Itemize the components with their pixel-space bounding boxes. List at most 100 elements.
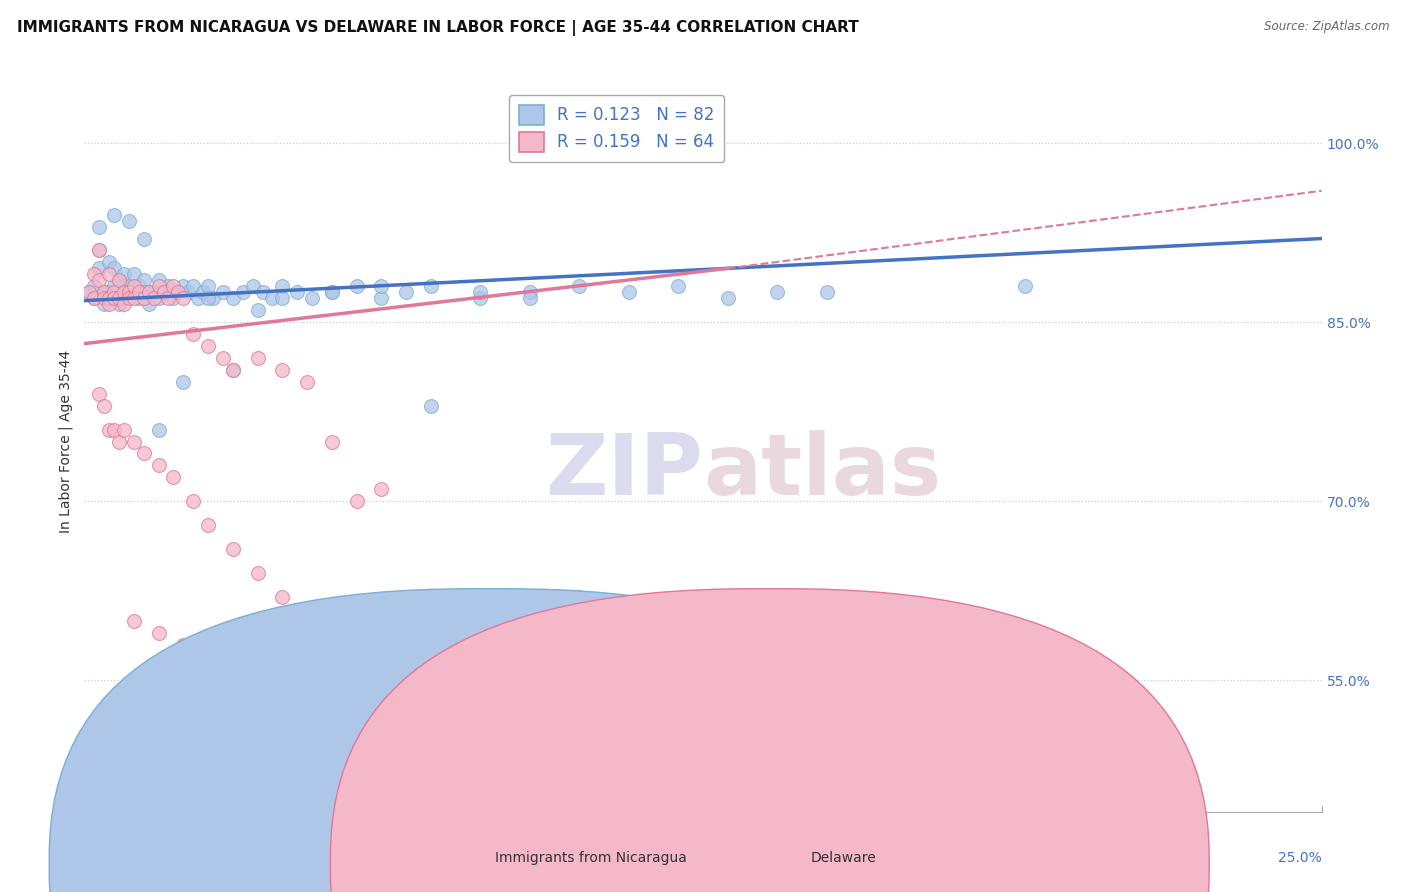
Point: [212, 285, 235, 300]
Point: [295, 375, 318, 389]
Point: [108, 297, 131, 311]
Point: [815, 285, 838, 300]
Point: [79, 285, 101, 300]
Point: [128, 291, 150, 305]
Point: [138, 285, 160, 300]
Point: [157, 279, 180, 293]
Point: [232, 285, 254, 300]
Point: [103, 291, 125, 305]
Point: [89, 244, 111, 258]
Point: [83, 268, 105, 282]
Point: [197, 291, 219, 305]
Point: [128, 285, 150, 300]
Point: [181, 327, 204, 342]
Point: [177, 285, 200, 300]
Point: [98, 297, 121, 311]
Text: 25.0%: 25.0%: [1278, 851, 1322, 864]
Point: [346, 279, 368, 293]
Point: [103, 285, 125, 300]
Point: [118, 285, 141, 300]
Point: [202, 291, 225, 305]
Point: [271, 363, 294, 377]
Point: [108, 291, 131, 305]
Point: [98, 285, 121, 300]
Point: [568, 756, 591, 771]
Point: [93, 285, 115, 300]
Point: [321, 285, 343, 300]
Point: [152, 285, 174, 300]
Point: [187, 291, 209, 305]
Point: [271, 590, 294, 604]
Point: [122, 268, 145, 282]
Point: [142, 291, 165, 305]
Point: [242, 279, 264, 293]
Point: [395, 285, 418, 300]
Point: [148, 291, 170, 305]
Point: [246, 351, 269, 365]
Point: [128, 279, 150, 293]
Point: [519, 285, 541, 300]
Point: [112, 297, 135, 311]
Y-axis label: In Labor Force | Age 35-44: In Labor Force | Age 35-44: [59, 350, 73, 533]
Point: [103, 423, 125, 437]
Point: [271, 291, 294, 305]
Point: [122, 279, 145, 293]
Point: [148, 625, 170, 640]
Point: [108, 273, 131, 287]
Point: [617, 285, 640, 300]
Point: [470, 763, 492, 777]
Point: [172, 291, 194, 305]
Point: [142, 285, 165, 300]
Point: [83, 279, 105, 293]
Point: [138, 297, 160, 311]
Point: [370, 279, 392, 293]
Point: [470, 285, 492, 300]
Point: [148, 458, 170, 473]
Point: [271, 279, 294, 293]
Point: [666, 279, 689, 293]
Point: [98, 255, 121, 269]
Point: [103, 261, 125, 276]
Point: [262, 291, 284, 305]
Point: [118, 285, 141, 300]
Text: 0.0%: 0.0%: [84, 851, 120, 864]
Point: [98, 268, 121, 282]
Point: [108, 291, 131, 305]
Point: [191, 285, 214, 300]
Text: Source: ZipAtlas.com: Source: ZipAtlas.com: [1264, 20, 1389, 33]
Point: [172, 279, 194, 293]
Point: [568, 590, 591, 604]
Point: [148, 273, 170, 287]
Point: [132, 231, 155, 245]
Point: [321, 745, 343, 759]
Point: [167, 285, 190, 300]
Text: atlas: atlas: [703, 430, 941, 513]
Point: [212, 351, 235, 365]
Point: [181, 279, 204, 293]
Point: [83, 291, 105, 305]
Point: [89, 244, 111, 258]
Point: [89, 219, 111, 234]
Point: [79, 285, 101, 300]
Point: [162, 291, 184, 305]
Point: [246, 566, 269, 580]
Point: [172, 638, 194, 652]
Point: [222, 291, 245, 305]
Point: [321, 434, 343, 449]
Point: [108, 434, 131, 449]
Point: [419, 399, 441, 413]
Point: [222, 363, 245, 377]
Point: [132, 446, 155, 460]
Text: Immigrants from Nicaragua: Immigrants from Nicaragua: [495, 851, 686, 865]
Point: [93, 285, 115, 300]
Legend: R = 0.123   N = 82, R = 0.159   N = 64: R = 0.123 N = 82, R = 0.159 N = 64: [509, 95, 724, 161]
Point: [138, 285, 160, 300]
Point: [132, 285, 155, 300]
Point: [419, 279, 441, 293]
Point: [118, 279, 141, 293]
Point: [112, 291, 135, 305]
Point: [162, 470, 184, 484]
Point: [112, 285, 135, 300]
Point: [122, 434, 145, 449]
Point: [112, 423, 135, 437]
